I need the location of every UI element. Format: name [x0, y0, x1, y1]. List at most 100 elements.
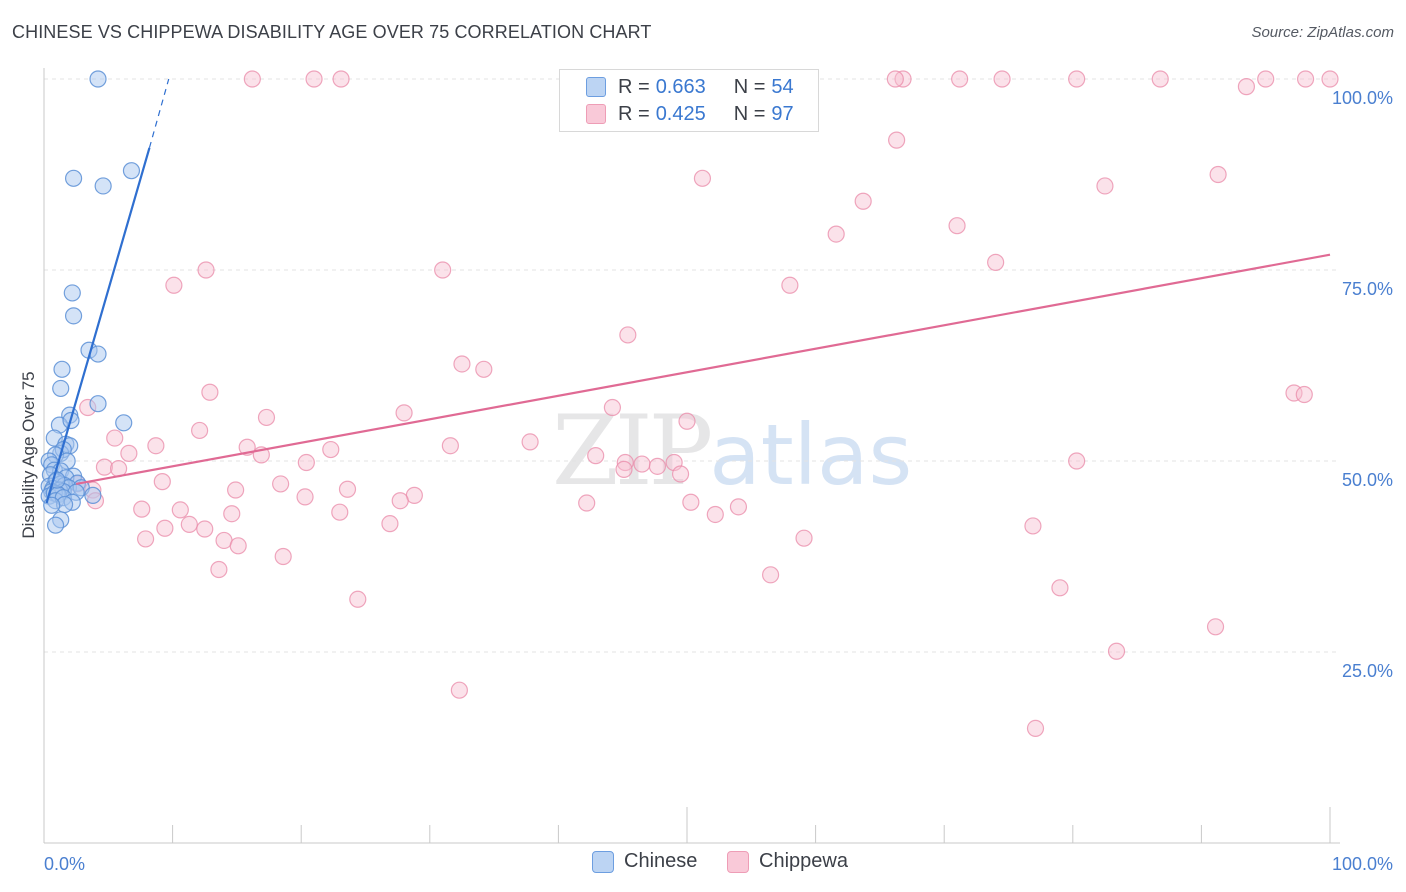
trend-lines — [45, 78, 1331, 504]
y-tick-label: 50.0% — [1342, 470, 1393, 490]
chippewa-point — [156, 519, 174, 537]
chippewa-point — [993, 70, 1011, 88]
chippewa-point — [297, 453, 315, 472]
x-tick-label-left: 0.0% — [44, 854, 85, 874]
chippewa-point — [682, 493, 700, 511]
chinese-point — [53, 360, 71, 378]
chippewa-point — [338, 480, 357, 498]
chippewa-point — [95, 458, 114, 476]
chinese-point — [89, 395, 107, 413]
chippewa-point — [619, 326, 637, 344]
chippewa-point — [1257, 70, 1275, 88]
chinese-trend-extension — [148, 78, 170, 148]
chippewa-point — [729, 498, 748, 516]
chippewa-point — [987, 253, 1005, 271]
chippewa-point — [603, 398, 622, 417]
chippewa-point — [521, 433, 539, 451]
chippewa-point — [191, 421, 209, 440]
chinese-point — [89, 70, 107, 88]
r-value: 0.663 — [655, 75, 706, 98]
y-tick-label: 25.0% — [1342, 661, 1393, 681]
chippewa-point — [854, 192, 872, 210]
chippewa-point — [223, 505, 241, 523]
legend-chinese[interactable]: Chinese — [592, 850, 697, 873]
y-tick-label: 100.0% — [1332, 88, 1393, 108]
chippewa-point — [706, 505, 724, 524]
chinese-point — [122, 162, 141, 180]
y-axis-label: Disability Age Over 75 — [19, 371, 38, 538]
chippewa-point — [136, 530, 155, 548]
chippewa-points — [68, 70, 1339, 738]
chippewa-point — [165, 276, 183, 294]
chippewa-point — [1209, 165, 1227, 184]
chippewa-point — [197, 261, 215, 279]
correlation-legend: R = 0.663 N = 54 R = 0.425 N = 97 — [559, 69, 819, 132]
chippewa-point — [349, 590, 367, 608]
chippewa-point — [615, 460, 633, 479]
chippewa-point — [1051, 579, 1069, 597]
chippewa-point — [331, 503, 349, 521]
chippewa-point — [671, 465, 690, 483]
chippewa-point — [693, 169, 712, 187]
chippewa-legend-icon — [727, 850, 749, 873]
chippewa-point — [578, 494, 596, 512]
chippewa-point — [171, 501, 189, 519]
chippewa-point — [827, 225, 845, 243]
chinese-trend-line — [45, 147, 151, 504]
y-tick-labels: 100.0% 75.0% 50.0% 25.0% — [1332, 88, 1393, 681]
chinese-point — [46, 516, 65, 534]
chippewa-point — [180, 515, 198, 534]
chippewa-point — [381, 515, 399, 533]
chippewa-trend-line — [75, 253, 1331, 486]
chippewa-point — [1295, 385, 1313, 404]
chippewa-swatch-icon — [586, 104, 606, 124]
x-tick-label-right: 100.0% — [1332, 854, 1393, 874]
chippewa-point — [951, 70, 969, 88]
chippewa-point — [795, 529, 813, 547]
chippewa-point — [1068, 70, 1086, 88]
x-tick-labels: 0.0% 100.0% — [44, 854, 1393, 874]
chippewa-point — [1151, 70, 1169, 88]
chippewa-point — [391, 492, 409, 510]
chippewa-point — [106, 429, 124, 447]
chippewa-point — [322, 440, 340, 459]
legend-row-chinese: R = 0.663 N = 54 — [586, 74, 794, 100]
chippewa-point — [1068, 452, 1086, 470]
n-label: N = — [733, 102, 766, 125]
n-label: N = — [733, 75, 766, 98]
chippewa-point — [332, 70, 350, 88]
r-value: 0.425 — [655, 102, 706, 125]
gridlines — [44, 78, 1340, 653]
chinese-legend-icon — [592, 850, 614, 873]
watermark-atlas: atlas — [709, 406, 913, 504]
chippewa-point — [1237, 78, 1256, 96]
y-tick-label: 75.0% — [1342, 279, 1393, 299]
chippewa-point — [133, 500, 151, 518]
chinese-point — [43, 496, 61, 514]
chippewa-point — [616, 453, 634, 472]
chippewa-point — [147, 437, 165, 455]
n-value: 97 — [771, 102, 794, 125]
chippewa-point — [120, 444, 138, 462]
chippewa-point — [648, 457, 667, 475]
chinese-point — [52, 379, 70, 398]
chippewa-point — [1026, 719, 1045, 738]
chippewa-point — [201, 383, 219, 401]
chippewa-point — [761, 566, 780, 584]
r-label: R = — [618, 75, 650, 98]
chippewa-point — [196, 520, 214, 538]
chippewa-point — [305, 70, 323, 88]
chippewa-point — [441, 437, 459, 455]
chinese-point — [115, 414, 133, 432]
chippewa-point — [888, 131, 906, 149]
chippewa-point — [227, 481, 245, 499]
chart-title: CHINESE VS CHIPPEWA DISABILITY AGE OVER … — [12, 22, 652, 42]
legend-chippewa-label: Chippewa — [759, 850, 848, 872]
axes — [43, 68, 1340, 844]
legend-chippewa[interactable]: Chippewa — [727, 850, 848, 873]
legend-chinese-label: Chinese — [624, 850, 698, 872]
chippewa-point — [243, 70, 261, 88]
chippewa-point — [1096, 177, 1114, 195]
legend-row-chippewa: R = 0.425 N = 97 — [586, 101, 794, 127]
